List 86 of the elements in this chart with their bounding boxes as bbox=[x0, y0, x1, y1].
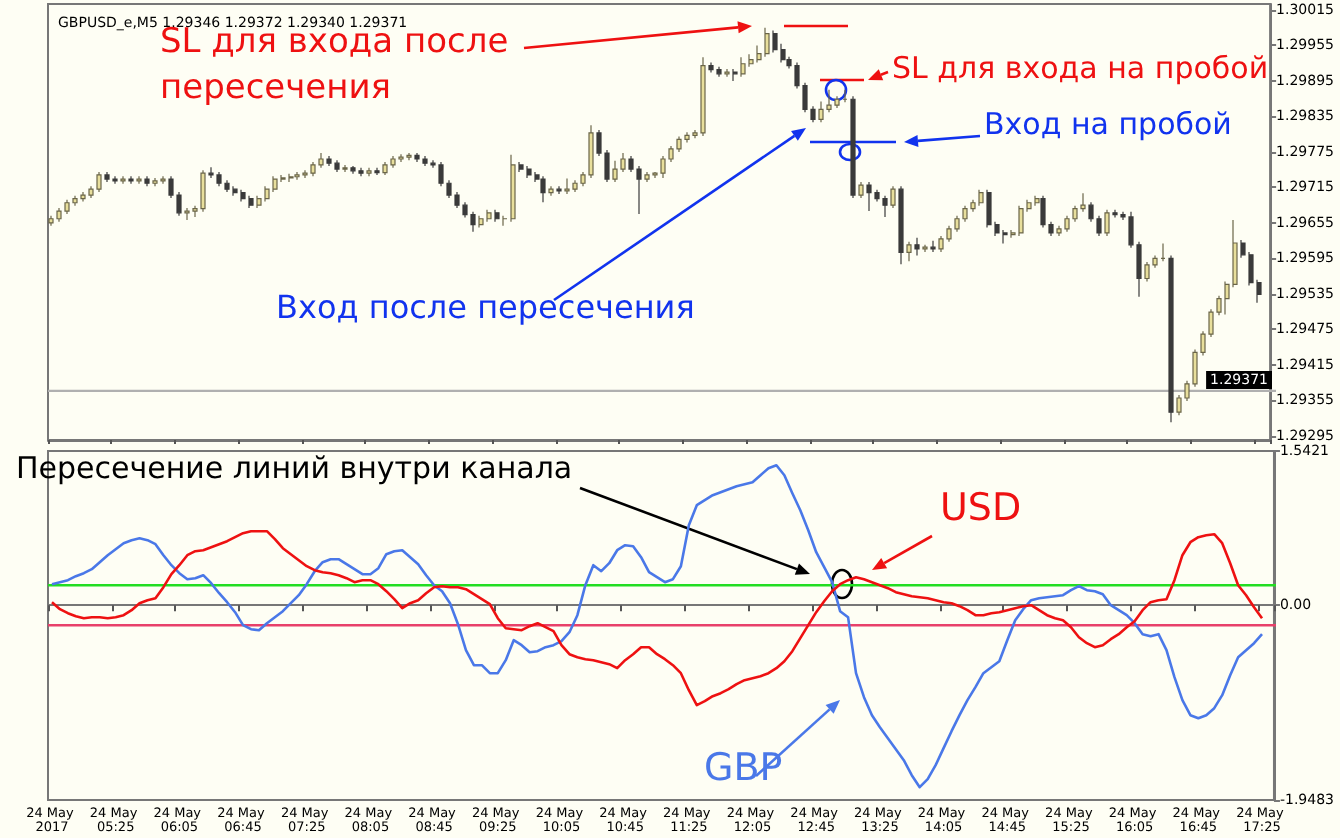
annotation: Вход на пробой bbox=[984, 106, 1232, 142]
candlestick bbox=[208, 166, 214, 179]
candlestick bbox=[96, 171, 102, 193]
candlestick bbox=[1018, 205, 1024, 237]
annotation: Вход после пересечения bbox=[276, 286, 697, 330]
candlestick bbox=[764, 27, 770, 58]
candlestick bbox=[414, 152, 420, 163]
candlestick bbox=[72, 195, 78, 207]
candlestick bbox=[1002, 229, 1008, 245]
candlestick bbox=[294, 171, 300, 181]
candlestick bbox=[200, 169, 206, 213]
candlestick bbox=[422, 155, 428, 167]
candlestick bbox=[708, 61, 714, 74]
candlestick bbox=[842, 89, 848, 103]
candlestick bbox=[318, 152, 324, 169]
candlestick bbox=[1168, 254, 1174, 423]
annotation: Пересечение линий внутри канала bbox=[16, 448, 575, 489]
candlestick bbox=[834, 95, 840, 109]
candlestick bbox=[486, 209, 492, 223]
candlestick bbox=[890, 185, 896, 209]
candlestick bbox=[700, 56, 706, 137]
candlestick bbox=[342, 164, 348, 173]
candlestick bbox=[382, 161, 388, 176]
candlestick bbox=[232, 185, 238, 197]
candlestick bbox=[48, 215, 54, 227]
candlestick bbox=[406, 152, 412, 161]
candlestick bbox=[978, 189, 984, 207]
candlestick bbox=[144, 175, 150, 187]
candlestick bbox=[930, 240, 936, 253]
candlestick bbox=[64, 199, 70, 215]
candlestick bbox=[740, 56, 746, 78]
candlestick bbox=[1160, 242, 1166, 262]
candlestick bbox=[334, 159, 340, 173]
candlestick bbox=[160, 175, 166, 185]
candlestick bbox=[914, 237, 920, 257]
candlestick bbox=[898, 185, 904, 265]
candlestick bbox=[564, 177, 570, 195]
candlestick bbox=[716, 66, 722, 78]
candlestick bbox=[526, 165, 532, 179]
candlestick bbox=[518, 161, 524, 173]
candlestick bbox=[922, 244, 928, 253]
candlestick bbox=[1144, 261, 1150, 283]
candlestick bbox=[184, 207, 190, 221]
candlestick bbox=[350, 165, 356, 175]
candlestick bbox=[224, 179, 230, 193]
candlestick bbox=[858, 181, 864, 199]
candlestick bbox=[326, 155, 332, 167]
candlestick bbox=[136, 175, 142, 185]
candlestick bbox=[986, 189, 992, 229]
candlestick bbox=[248, 195, 254, 209]
candlestick bbox=[724, 68, 730, 78]
candlestick bbox=[56, 207, 62, 223]
candlestick bbox=[494, 209, 500, 223]
annotation: SL для входа на пробой bbox=[892, 50, 1269, 86]
candlestick bbox=[216, 171, 222, 187]
candlestick bbox=[732, 68, 738, 82]
candlestick bbox=[310, 161, 316, 177]
candlestick bbox=[288, 173, 294, 183]
candlestick bbox=[1104, 209, 1110, 237]
candlestick bbox=[906, 241, 912, 262]
candlestick bbox=[612, 160, 618, 183]
candlestick bbox=[866, 181, 872, 212]
candlestick bbox=[588, 124, 594, 179]
line-series bbox=[50, 529, 1264, 707]
candlestick bbox=[540, 175, 546, 203]
candlestick bbox=[104, 171, 110, 183]
candlestick bbox=[572, 179, 578, 193]
candlestick bbox=[548, 185, 554, 197]
series-label: USD bbox=[940, 484, 1022, 534]
candlestick bbox=[152, 177, 158, 187]
candlestick bbox=[390, 155, 396, 169]
candlestick bbox=[684, 131, 690, 144]
candlestick bbox=[120, 175, 126, 185]
candlestick bbox=[366, 167, 372, 177]
candlestick bbox=[644, 171, 650, 183]
candlestick bbox=[302, 169, 308, 179]
candlestick bbox=[240, 189, 246, 203]
text: GBP bbox=[704, 744, 783, 794]
candlestick bbox=[1034, 195, 1040, 207]
candlestick bbox=[850, 95, 856, 199]
candlestick bbox=[398, 153, 404, 163]
candlestick bbox=[80, 191, 86, 203]
candlestick bbox=[478, 215, 484, 229]
candlestick bbox=[882, 195, 888, 218]
candlestick bbox=[510, 154, 516, 223]
candlestick bbox=[1040, 195, 1046, 229]
